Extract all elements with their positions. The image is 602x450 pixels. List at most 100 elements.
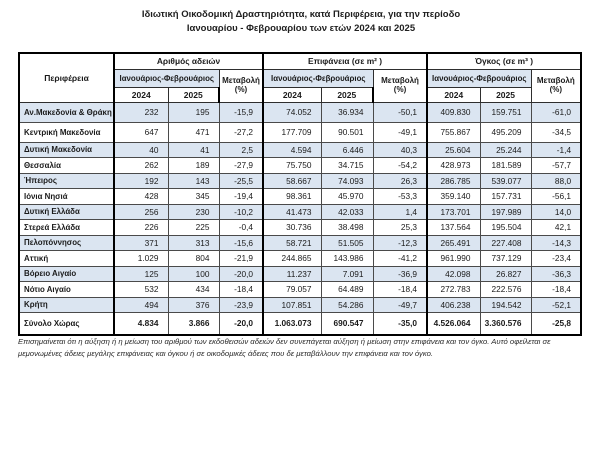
value-cell: 25.604 (426, 141, 481, 158)
region-cell: Ήπειρος (18, 172, 115, 189)
value-cell: -20,0 (218, 265, 265, 282)
value-cell: 409.830 (426, 101, 481, 123)
value-cell: 272.783 (426, 281, 481, 298)
region-cell: Δυτική Ελλάδα (18, 203, 115, 220)
value-cell: 1,4 (372, 203, 429, 220)
region-column-header: Περιφέρεια (18, 52, 115, 103)
value-cell: 262 (113, 157, 169, 174)
value-cell: 159.751 (479, 101, 532, 123)
change-unit: (%) (234, 84, 248, 94)
value-cell: 244.865 (262, 250, 322, 267)
change-label: Μεταβολή (222, 76, 260, 85)
value-cell: 34.715 (320, 157, 374, 174)
value-cell: 313 (167, 234, 220, 251)
value-cell: -57,7 (530, 157, 582, 174)
region-cell: Θεσσαλία (18, 157, 115, 174)
surface-year-2025-header: 2025 (320, 86, 375, 103)
value-cell: 1.029 (113, 250, 169, 267)
value-cell: 125 (113, 265, 169, 282)
value-cell: 195 (167, 101, 220, 123)
value-cell: 194.542 (479, 296, 532, 313)
period-header-row: Ιανουάριος-Φεβρουάριος Μεταβολή (%) Ιανο… (19, 68, 582, 103)
title-line-2: Ιανουαρίου - Φεβρουαρίου των ετών 2024 κ… (186, 22, 416, 34)
value-cell: -27,9 (218, 157, 265, 174)
value-cell: 36.934 (320, 101, 374, 123)
value-cell: 647 (113, 121, 169, 143)
volume-change-header: Μεταβολή (%) (530, 68, 582, 103)
value-cell: -19,4 (218, 188, 265, 205)
table-row: Αττική 1.029 804 -21,9 244.865 143.986 -41,2 96… (18, 250, 582, 267)
permits-year-2024-header: 2024 (113, 86, 169, 103)
value-cell: -25,5 (218, 172, 265, 189)
table-row: Ιόνια Νησιά 428 345 -19,4 98.361 45.970 -53,3 3… (18, 188, 582, 205)
value-cell: -61,0 (530, 101, 582, 123)
value-cell: 4.834 (113, 312, 169, 335)
surface-change-header: Μεταβολή (%) (372, 68, 429, 103)
volume-section-header: Όγκος (σε m³ ) (426, 52, 582, 70)
value-cell: 539.077 (479, 172, 532, 189)
value-cell: 230 (167, 203, 220, 220)
report-title: Ιδιωτική Οικοδομική Δραστηριότητα, κατά … (0, 8, 602, 35)
surface-period-header: Ιανουάριος-Φεβρουάριος (262, 68, 374, 88)
value-cell: 755.867 (426, 121, 481, 143)
value-cell: -0,4 (218, 219, 265, 236)
table-row: Δυτική Μακεδονία 40 41 2,5 4.594 6.446 40,3 25.… (18, 141, 582, 158)
value-cell: -14,3 (530, 234, 582, 251)
value-cell: 3.866 (167, 312, 220, 335)
value-cell: 265.491 (426, 234, 481, 251)
building-activity-table: Περιφέρεια Αριθμός αδειών Επιφάνεια (σε … (18, 52, 583, 336)
total-row: Σύνολο Χώρας 4.834 3.866 -20,0 1.063.073 690.… (18, 312, 582, 335)
value-cell: 226 (113, 219, 169, 236)
value-cell: 100 (167, 265, 220, 282)
value-cell: 181.589 (479, 157, 532, 174)
value-cell: 192 (113, 172, 169, 189)
value-cell: 40 (113, 141, 169, 158)
value-cell: 88,0 (530, 172, 582, 189)
value-cell: 41.473 (262, 203, 322, 220)
volume-period-header: Ιανουάριος-Φεβρουάριος (426, 68, 532, 88)
permits-year-2025-header: 2025 (167, 86, 220, 103)
value-cell: 232 (113, 101, 169, 123)
value-cell: -23,4 (530, 250, 582, 267)
value-cell: 804 (167, 250, 220, 267)
region-cell: Ιόνια Νησιά (18, 188, 115, 205)
value-cell: -49,1 (372, 121, 429, 143)
value-cell: -10,2 (218, 203, 265, 220)
value-cell: -56,1 (530, 188, 582, 205)
value-cell: 471 (167, 121, 220, 143)
value-cell: 58.667 (262, 172, 322, 189)
change-unit: (%) (393, 84, 407, 94)
surface-section-header: Επιφάνεια (σε m² ) (262, 52, 429, 70)
value-cell: -41,2 (372, 250, 429, 267)
value-cell: 177.709 (262, 121, 322, 143)
table-row: Κεντρική Μακεδονία 647 471 -27,2 177.709 90.5… (18, 121, 582, 143)
value-cell: 64.489 (320, 281, 374, 298)
value-cell: 173.701 (426, 203, 481, 220)
value-cell: 737.129 (479, 250, 532, 267)
region-cell: Νότιο Αιγαίο (18, 281, 115, 298)
value-cell: 74.093 (320, 172, 374, 189)
year-header-row: 2024 2025 2024 2025 2024 2025 (19, 86, 581, 103)
value-cell: 25.244 (479, 141, 532, 158)
value-cell: 3.360.576 (479, 312, 532, 335)
value-cell: 197.989 (479, 203, 532, 220)
region-cell: Κρήτη (18, 296, 115, 313)
value-cell: 286.785 (426, 172, 481, 189)
value-cell: -15,6 (218, 234, 265, 251)
value-cell: 38.498 (320, 219, 374, 236)
value-cell: -52,1 (530, 296, 582, 313)
value-cell: -35,0 (372, 312, 429, 335)
value-cell: 137.564 (426, 219, 481, 236)
table-row: Αν.Μακεδονία & Θράκη 232 195 -15,9 74.052 36.… (18, 101, 582, 123)
value-cell: 157.731 (479, 188, 532, 205)
region-cell: Αττική (18, 250, 115, 267)
value-cell: -53,3 (372, 188, 429, 205)
value-cell: 26,3 (372, 172, 429, 189)
value-cell: 222.576 (479, 281, 532, 298)
value-cell: 41 (167, 141, 220, 158)
region-cell: Δυτική Μακεδονία (18, 141, 115, 158)
value-cell: -50,1 (372, 101, 429, 123)
table-row: Ήπειρος 192 143 -25,5 58.667 74.093 26,3 286.78… (18, 172, 582, 189)
group-header-row: Περιφέρεια Αριθμός αδειών Επιφάνεια (σε … (18, 52, 582, 103)
value-cell: 14,0 (530, 203, 582, 220)
